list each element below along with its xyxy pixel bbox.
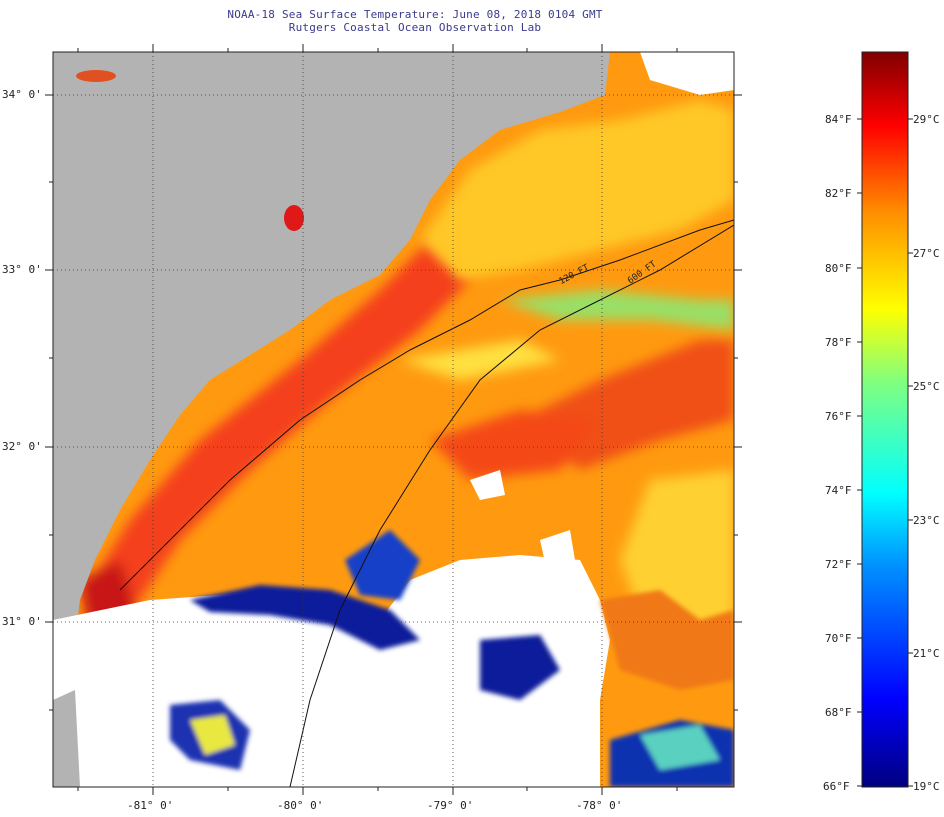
colorbar-f-label: 68°F [825, 706, 852, 719]
land-mass [53, 52, 610, 787]
colorbar-f-label: 84°F [825, 113, 852, 126]
cloud-northeast [640, 52, 734, 95]
land-south [53, 690, 80, 787]
lake-hot-spot [284, 205, 304, 231]
cold-edge-2 [345, 530, 420, 600]
colorbar-c-label: 21°C [913, 647, 940, 660]
colorbar-f-label: 76°F [825, 410, 852, 423]
colorbar-f-label: 78°F [825, 336, 852, 349]
graticule [53, 52, 734, 787]
cloud-speck-2 [540, 530, 575, 562]
colorbar [861, 51, 909, 788]
warm-south-spot [190, 715, 235, 755]
lat-label: 31° 0' [2, 615, 42, 628]
lon-label: -78° 0' [576, 799, 623, 812]
colorbar-ticks [857, 118, 913, 787]
colorbar-c-label: 19°C [913, 780, 940, 793]
chart-subtitle: Rutgers Coastal Ocean Observation Lab [288, 21, 542, 34]
colorbar-f-label: 66°F [823, 780, 850, 793]
lat-label: 33° 0' [2, 263, 42, 276]
lon-label: -81° 0' [127, 799, 174, 812]
axis-ticks [45, 44, 742, 795]
cool-streak-2 [400, 340, 560, 380]
colorbar-f-label: 80°F [825, 262, 852, 275]
warm-coastal-band [80, 240, 470, 600]
colorbar-c-label: 27°C [913, 247, 940, 260]
chart-title: NOAA-18 Sea Surface Temperature: June 08… [227, 8, 603, 21]
contour-120ft [119, 219, 734, 591]
colorbar-f-label: 72°F [825, 558, 852, 571]
warm-southeast [600, 590, 734, 690]
lat-label: 32° 0' [2, 440, 42, 453]
colorbar-f-label: 82°F [825, 187, 852, 200]
lon-label: -79° 0' [427, 799, 474, 812]
colorbar-f-label: 70°F [825, 632, 852, 645]
colorbar-c-label: 23°C [913, 514, 940, 527]
map-frame [52, 51, 735, 788]
cold-edge-1 [190, 585, 420, 650]
colorbar-c-label: 25°C [913, 380, 940, 393]
colorbar-c-label: 29°C [913, 113, 940, 126]
inland-spot [76, 70, 116, 82]
warm-patch [430, 410, 600, 480]
lat-label: 34° 0' [2, 88, 42, 101]
colorbar-f-label: 74°F [825, 484, 852, 497]
contour-600ft [289, 224, 734, 787]
cool-shelf [420, 100, 734, 280]
cold-blob [480, 635, 560, 700]
lon-label: -80° 0' [277, 799, 324, 812]
cloud-speck-1 [470, 470, 505, 500]
cool-streak [500, 290, 734, 330]
mixed-southeast [640, 725, 720, 770]
